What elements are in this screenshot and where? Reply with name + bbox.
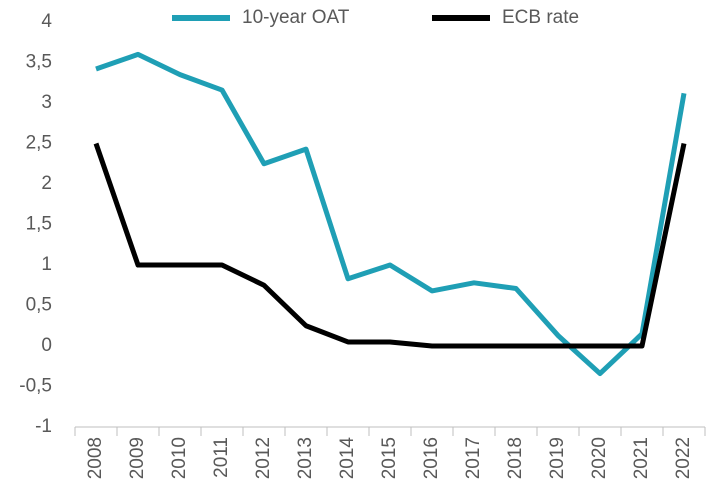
x-tick-label: 2018 bbox=[505, 437, 526, 479]
x-tick-label: 2012 bbox=[253, 437, 274, 479]
y-tick-label: 0 bbox=[41, 335, 52, 356]
x-tick-label: 2020 bbox=[589, 437, 610, 479]
y-tick-label: 3,5 bbox=[26, 52, 52, 73]
y-tick-label: 3 bbox=[41, 92, 52, 113]
x-tick-label: 2011 bbox=[211, 437, 232, 478]
legend-label: 10-year OAT bbox=[242, 7, 350, 28]
y-tick-label: 1 bbox=[41, 254, 52, 275]
x-tick-label: 2017 bbox=[463, 437, 484, 479]
y-tick-label: 2 bbox=[41, 173, 52, 194]
y-tick-label: 0,5 bbox=[26, 295, 52, 316]
line-series bbox=[95, 51, 687, 377]
y-tick-label: 1,5 bbox=[26, 214, 52, 235]
x-tick-label: 2022 bbox=[673, 437, 694, 479]
line-series bbox=[93, 142, 687, 349]
x-tick-label: 2010 bbox=[169, 437, 190, 479]
y-tick-label: 4 bbox=[41, 11, 52, 32]
x-tick-label: 2008 bbox=[85, 437, 106, 479]
y-tick-label: -1 bbox=[35, 416, 52, 437]
y-tick-label: -0,5 bbox=[19, 376, 52, 397]
x-tick-label: 2015 bbox=[379, 437, 400, 479]
x-tick-label: 2014 bbox=[337, 437, 358, 480]
x-tick-label: 2016 bbox=[421, 437, 442, 479]
x-tick-label: 2013 bbox=[295, 437, 316, 479]
x-tick-label: 2009 bbox=[127, 437, 148, 479]
x-tick-label: 2019 bbox=[547, 437, 568, 479]
legend-label: ECB rate bbox=[502, 7, 579, 28]
x-tick-label: 2021 bbox=[631, 437, 652, 479]
y-tick-label: 2,5 bbox=[26, 133, 52, 154]
